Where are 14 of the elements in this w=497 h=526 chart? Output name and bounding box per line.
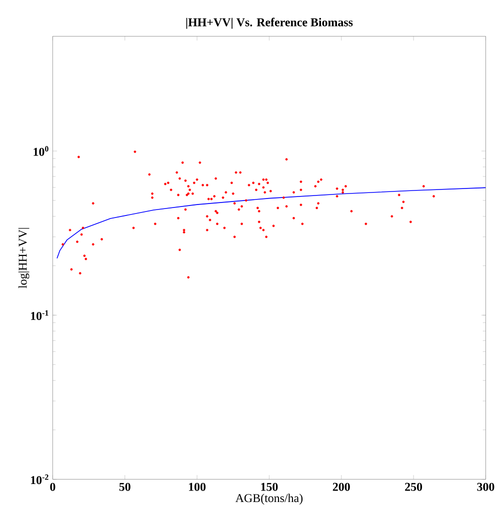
line-series <box>56 187 486 259</box>
y-tick-label: 10$^{-1}$ <box>31 310 48 320</box>
x-tick-label: 100 <box>189 482 206 491</box>
chart-title: |HH+VV| Vs. Reference Biomass <box>186 18 353 29</box>
x-tick-label: 250 <box>405 482 422 491</box>
x-tick-label: 150 <box>261 482 278 491</box>
y-axis-title: log|HH+VV| <box>18 228 30 288</box>
y-tick-label: 10$^{0}$ <box>34 146 48 156</box>
x-tick-label: 200 <box>332 482 350 491</box>
x-tick-label: 0 <box>50 482 56 491</box>
x-axis-title: AGB(tons/ha) <box>235 494 303 505</box>
x-tick-label: 50 <box>119 482 130 491</box>
x-tick-label: 300 <box>477 482 494 491</box>
y-tick-label: 10$^{-2}$ <box>31 474 48 484</box>
